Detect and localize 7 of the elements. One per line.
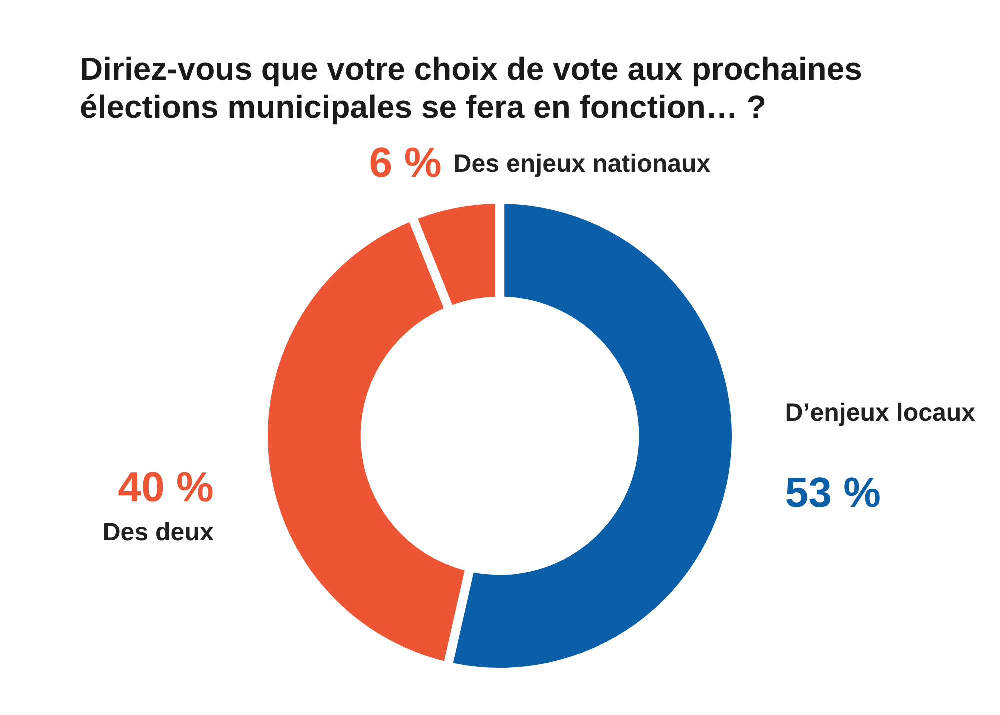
data-label: 6 % [369,139,442,186]
slice-label: Des deux [102,518,214,547]
slice-label: Des enjeux nationaux [454,150,711,178]
chart-title: Diriez-vous que votre choix de vote aux prochaines élections municipales se fera en fonction… ? [80,51,862,126]
slice-label: D’enjeux locaux [785,398,976,427]
data-label: 40 % [118,464,214,511]
data-label: 53 % [785,468,881,516]
